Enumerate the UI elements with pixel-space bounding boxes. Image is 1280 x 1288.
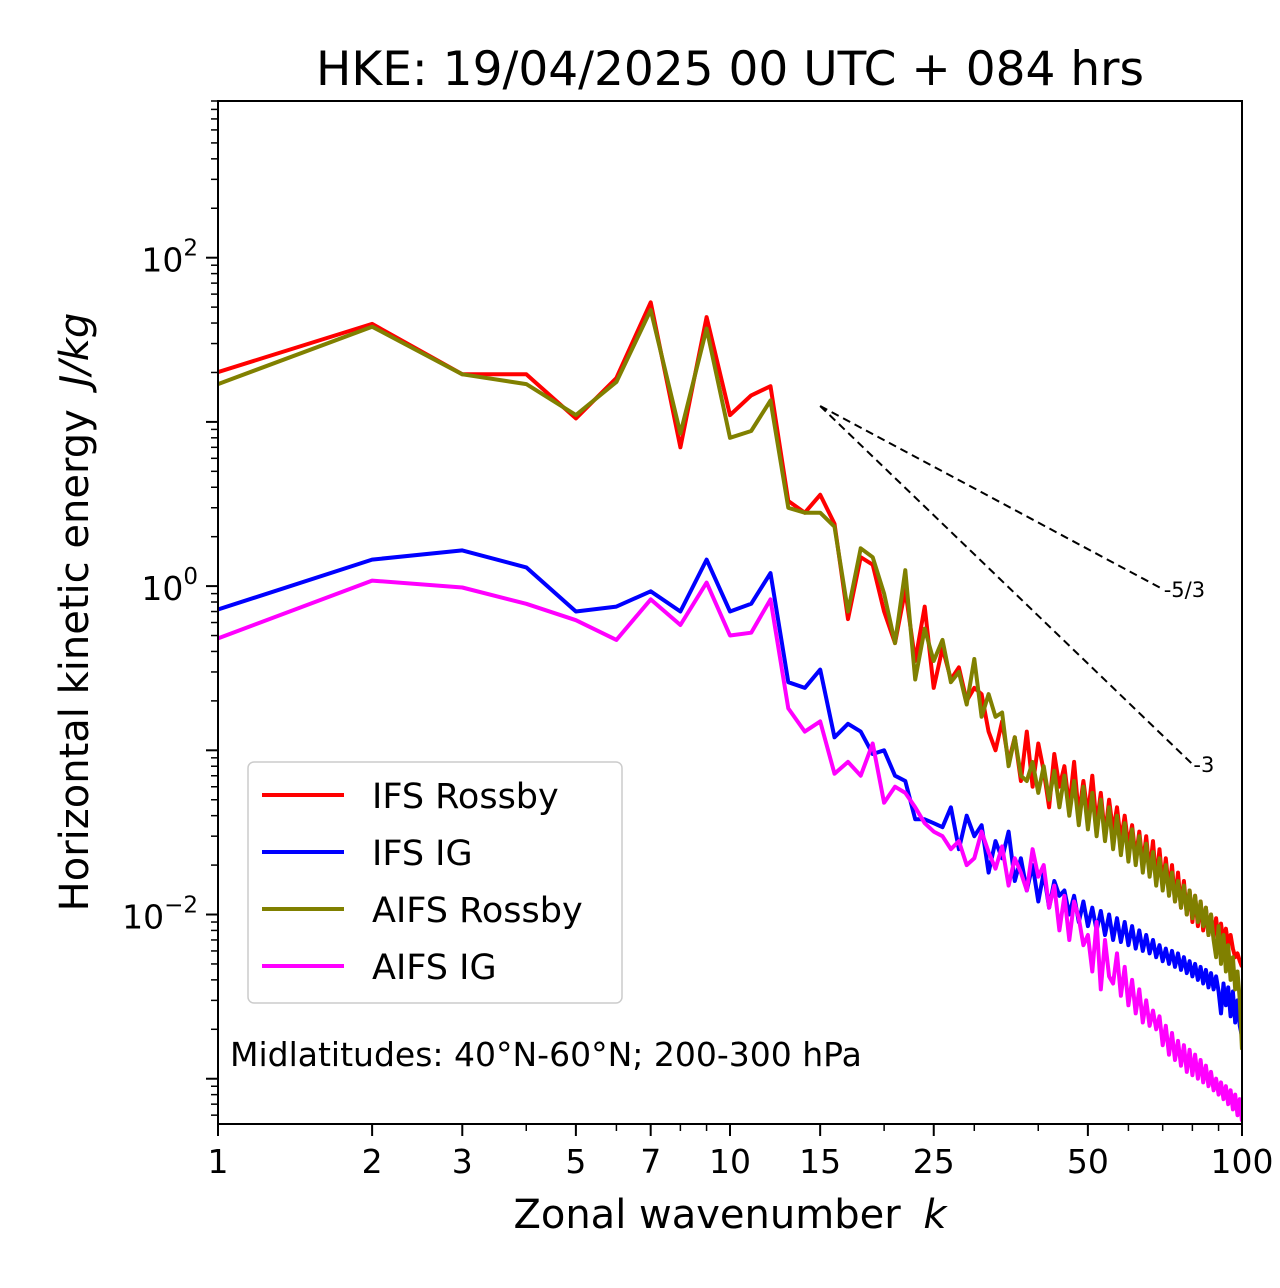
series-layer bbox=[218, 300, 1242, 1122]
y-tick-exponent: 2 bbox=[183, 236, 198, 262]
y-tick-exponent: 0 bbox=[183, 564, 198, 590]
legend-label: IFS IG bbox=[372, 834, 473, 874]
x-axis-label-var: k bbox=[923, 1192, 948, 1238]
x-tick-label: 15 bbox=[799, 1142, 841, 1181]
legend-label: IFS Rossby bbox=[372, 777, 559, 817]
legend-box bbox=[247, 761, 623, 1004]
x-tick-label: 25 bbox=[913, 1142, 955, 1181]
x-tick-label: 50 bbox=[1067, 1142, 1109, 1181]
legend-label: AIFS IG bbox=[372, 948, 497, 988]
x-tick-label: 5 bbox=[565, 1142, 586, 1181]
x-tick-label: 7 bbox=[640, 1142, 661, 1181]
y-axis-label-text: Horizontal kinetic energy bbox=[52, 409, 98, 911]
y-tick-base: 10 bbox=[141, 241, 183, 280]
y-tick-base: 10 bbox=[141, 569, 183, 608]
y-tick-base: 10 bbox=[122, 898, 164, 937]
legend-items: IFS Rossby IFS IG AIFS Rossby AIFS IG bbox=[262, 777, 583, 988]
x-tick-label: 2 bbox=[362, 1142, 383, 1181]
series-line-ifs-ig bbox=[218, 548, 1242, 1038]
x-tick-label: 10 bbox=[709, 1142, 751, 1181]
y-axis-label-unit: J/kg bbox=[52, 313, 98, 394]
x-tick-label: 3 bbox=[452, 1142, 473, 1181]
x-axis-ticks: 1 2 3 5 7 10 15 25 50 100 bbox=[208, 1124, 1274, 1181]
x-axis-label: Zonal wavenumber k bbox=[513, 1192, 948, 1238]
reference-line-label-1: -5/3 bbox=[1164, 578, 1205, 602]
series-line-aifs-rossby bbox=[218, 308, 1242, 1050]
x-axis-label-text: Zonal wavenumber bbox=[513, 1192, 901, 1238]
x-tick-label: 1 bbox=[208, 1142, 229, 1181]
reference-line-2 bbox=[819, 405, 1194, 765]
y-tick-label: 100 bbox=[141, 564, 198, 608]
reference-line-label-2: -3 bbox=[1193, 753, 1214, 777]
chart-title: HKE: 19/04/2025 00 UTC + 084 hrs bbox=[316, 42, 1144, 97]
legend: IFS Rossby IFS IG AIFS Rossby AIFS IG bbox=[247, 761, 623, 1004]
y-tick-label: 102 bbox=[141, 236, 198, 280]
legend-label: AIFS Rossby bbox=[372, 891, 583, 931]
y-tick-exponent: −2 bbox=[164, 893, 198, 919]
reference-slopes: -5/3 -3 bbox=[819, 405, 1214, 777]
region-annotation: Midlatitudes: 40°N-60°N; 200-300 hPa bbox=[230, 1035, 862, 1074]
series-line-aifs-ig bbox=[218, 578, 1242, 1122]
y-tick-label: 10−2 bbox=[122, 893, 198, 937]
y-axis-label: Horizontal kinetic energy J/kg bbox=[52, 313, 98, 912]
x-tick-label: 100 bbox=[1211, 1142, 1274, 1181]
